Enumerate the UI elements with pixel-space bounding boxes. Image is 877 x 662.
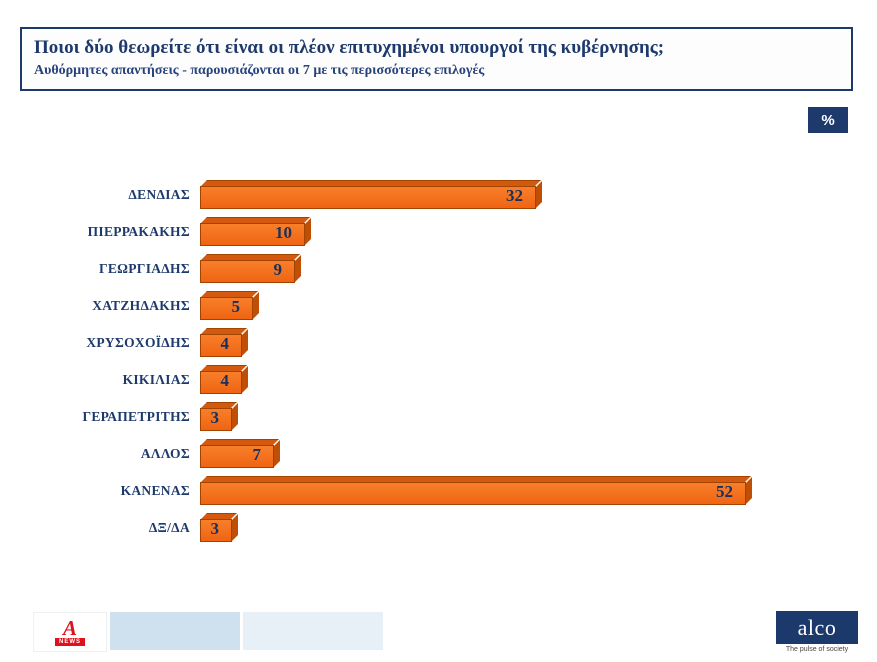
bar-area: 3 <box>190 514 877 542</box>
bar-ΚΑΝΕΝΑΣ: 52 <box>200 481 746 505</box>
chart-row: ΓΕΩΡΓΙΑΔΗΣ 9 <box>0 250 877 287</box>
question-title: Ποιοι δύο θεωρείτε ότι είναι οι πλέον επ… <box>34 37 665 58</box>
alco-logo: alco The pulse of society <box>776 611 858 653</box>
chart-row: ΓΕΡΑΠΕΤΡΙΤΗΣ 3 <box>0 398 877 435</box>
bar-area: 3 <box>190 403 877 431</box>
value-label: 3 <box>210 519 220 539</box>
bar-ΚΙΚΙΛΙΑΣ: 4 <box>200 370 242 394</box>
bar-area: 52 <box>190 477 877 505</box>
bar-area: 5 <box>190 292 877 320</box>
value-label: 4 <box>220 371 230 391</box>
alpha-news-label: NEWS <box>55 637 85 646</box>
value-label: 9 <box>273 260 283 280</box>
alco-logo-text: alco <box>797 614 837 640</box>
chart-row: ΑΛΛΟΣ 7 <box>0 435 877 472</box>
chart-row: ΔΞ/ΔΑ 3 <box>0 509 877 546</box>
bar-ΑΛΛΟΣ: 7 <box>200 444 274 468</box>
chart-row: ΧΡΥΣΟΧΟΪΔΗΣ 4 <box>0 324 877 361</box>
bar-chart: ΔΕΝΔΙΑΣ 32 ΠΙΕΡΡΑΚΑΚΗΣ 10 ΓΕΩΡΓΙΑΔΗΣ 9 ΧΑΤΖΗΔΑ… <box>0 176 877 546</box>
bar-area: 32 <box>190 181 877 209</box>
bar-ΠΙΕΡΡΑΚΑΚΗΣ: 10 <box>200 222 305 246</box>
bar-area: 9 <box>190 255 877 283</box>
category-label: ΠΙΕΡΡΑΚΑΚΗΣ <box>87 223 190 239</box>
chart-row: ΠΙΕΡΡΑΚΑΚΗΣ 10 <box>0 213 877 250</box>
footer: A NEWS alco The pulse of society <box>0 610 877 662</box>
bar-ΧΡΥΣΟΧΟΪΔΗΣ: 4 <box>200 333 242 357</box>
category-label: ΑΛΛΟΣ <box>140 445 190 461</box>
value-label: 10 <box>275 223 292 243</box>
category-label: ΔΞ/ΔΑ <box>148 519 190 535</box>
bar-ΔΕΝΔΙΑΣ: 32 <box>200 185 536 209</box>
chart-row: ΧΑΤΖΗΔΑΚΗΣ 5 <box>0 287 877 324</box>
category-label: ΧΑΤΖΗΔΑΚΗΣ <box>92 297 190 313</box>
alco-tagline: The pulse of society <box>785 646 849 653</box>
value-label: 5 <box>231 297 241 317</box>
bar-ΔΞ/ΔΑ: 3 <box>200 518 232 542</box>
chart-row: ΚΙΚΙΛΙΑΣ 4 <box>0 361 877 398</box>
category-label: ΚΙΚΙΛΙΑΣ <box>122 371 190 387</box>
category-label: ΓΕΡΑΠΕΤΡΙΤΗΣ <box>82 408 190 424</box>
bar-area: 10 <box>190 218 877 246</box>
category-label: ΓΕΩΡΓΙΑΔΗΣ <box>98 260 190 276</box>
category-label: ΚΑΝΕΝΑΣ <box>120 482 190 498</box>
alpha-logo-letter: A <box>62 615 77 640</box>
category-label: ΔΕΝΔΙΑΣ <box>128 186 190 202</box>
bar-area: 4 <box>190 366 877 394</box>
category-label: ΧΡΥΣΟΧΟΪΔΗΣ <box>86 334 190 350</box>
value-label: 3 <box>210 408 220 428</box>
chart-row: ΔΕΝΔΙΑΣ 32 <box>0 176 877 213</box>
bar-ΧΑΤΖΗΔΑΚΗΣ: 5 <box>200 296 253 320</box>
bar-area: 4 <box>190 329 877 357</box>
value-label: 7 <box>252 445 262 465</box>
chart-row: ΚΑΝΕΝΑΣ 52 <box>0 472 877 509</box>
bar-ΓΕΡΑΠΕΤΡΙΤΗΣ: 3 <box>200 407 232 431</box>
question-header: Ποιοι δύο θεωρείτε ότι είναι οι πλέον επ… <box>20 27 853 91</box>
lower-third-panel <box>110 612 240 650</box>
lower-third-panel <box>243 612 383 650</box>
question-subtitle: Αυθόρμητες απαντήσεις - παρουσιάζονται ο… <box>34 63 485 78</box>
bar-area: 7 <box>190 440 877 468</box>
value-label: 4 <box>220 334 230 354</box>
alpha-news-logo: A NEWS <box>33 612 107 652</box>
bar-ΓΕΩΡΓΙΑΔΗΣ: 9 <box>200 259 295 283</box>
alco-logo-box: alco <box>776 611 858 644</box>
value-label: 52 <box>716 482 733 502</box>
percent-badge: % <box>808 107 848 133</box>
value-label: 32 <box>506 186 523 206</box>
